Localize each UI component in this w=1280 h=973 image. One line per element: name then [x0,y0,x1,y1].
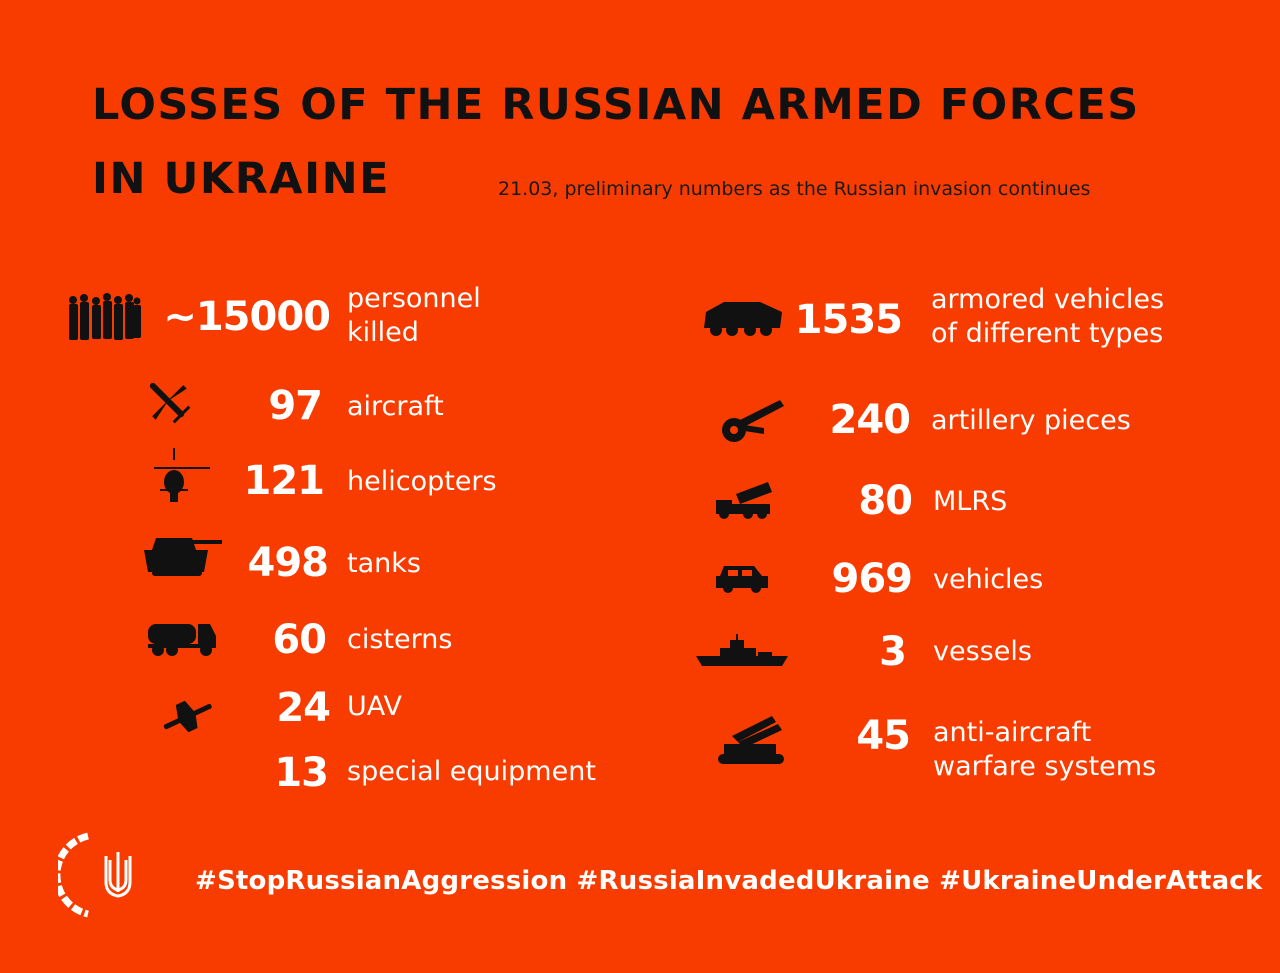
aircraft-label: aircraft [347,390,444,424]
artillery-value: 240 [829,397,912,443]
artillery-icon [722,400,784,442]
vehicle-icon [716,566,768,593]
uav-label-line1: UAV [347,691,402,722]
personnel-label: personnel killed [347,282,481,350]
artillery-label: artillery pieces [931,404,1131,438]
cisterns-value: 60 [272,617,327,663]
tank-icon [144,538,222,576]
personnel-label-line1: personnel [347,283,481,314]
anti-aircraft-label-line1: anti-aircraft [933,717,1092,748]
special-equipment-value: 13 [274,750,329,796]
anti-aircraft-value: 45 [856,713,911,759]
special-equipment-label: special equipment [347,755,596,789]
helicopters-label-line1: helicopters [347,466,497,497]
subtitle: 21.03, preliminary numbers as the Russia… [498,178,1091,200]
tanks-label-line1: tanks [347,548,421,579]
armored-vehicles-label-line2: of different types [931,318,1164,349]
anti-aircraft-label-line2: warfare systems [933,751,1157,782]
special-equipment-label-line1: special equipment [347,756,596,787]
anti-aircraft-label: anti-aircraft warfare systems [933,716,1156,784]
armored-vehicles-label: armored vehicles of different types [931,283,1164,351]
cisterns-label: cisterns [347,623,452,657]
ministry-logo [58,832,132,918]
helicopters-value: 121 [243,458,326,504]
anti-aircraft-icon [718,716,784,764]
mlrs-value: 80 [858,478,913,524]
tanks-label: tanks [347,547,421,581]
artillery-label-line1: artillery pieces [931,405,1131,436]
personnel-icon [69,293,141,340]
helicopter-icon [154,448,210,502]
vessels-label-line1: vessels [933,636,1032,667]
mlrs-icon [716,482,772,519]
personnel-label-line2: killed [347,317,419,348]
cistern-icon [148,624,216,656]
armored-vehicles-label-line1: armored vehicles [931,284,1165,315]
aircraft-label-line1: aircraft [347,391,444,422]
tanks-value: 498 [247,540,330,586]
armored-vehicles-value: 1535 [794,297,903,343]
vessel-icon [696,634,788,666]
uav-icon [163,700,212,733]
helicopters-label: helicopters [347,465,497,499]
vessels-value: 3 [879,629,907,675]
cisterns-label-line1: cisterns [347,624,453,655]
vehicles-label-line1: vehicles [933,564,1044,595]
hashtags: #StopRussianAggression #RussiaInvadedUkr… [195,866,1263,896]
page-title-line2: IN UKRAINE [92,154,390,204]
aircraft-value: 97 [268,383,323,429]
page-title-line1: LOSSES OF THE RUSSIAN ARMED FORCES [92,80,1140,130]
armored-vehicle-icon [704,302,782,336]
uav-value: 24 [276,685,331,731]
personnel-value: ~15000 [163,294,331,340]
aircraft-icon [149,382,191,424]
vehicles-label: vehicles [933,563,1043,597]
mlrs-label-line1: MLRS [933,486,1008,517]
uav-label: UAV [347,690,402,724]
mlrs-label: MLRS [933,485,1007,519]
vehicles-value: 969 [831,556,914,602]
vessels-label: vessels [933,635,1032,669]
